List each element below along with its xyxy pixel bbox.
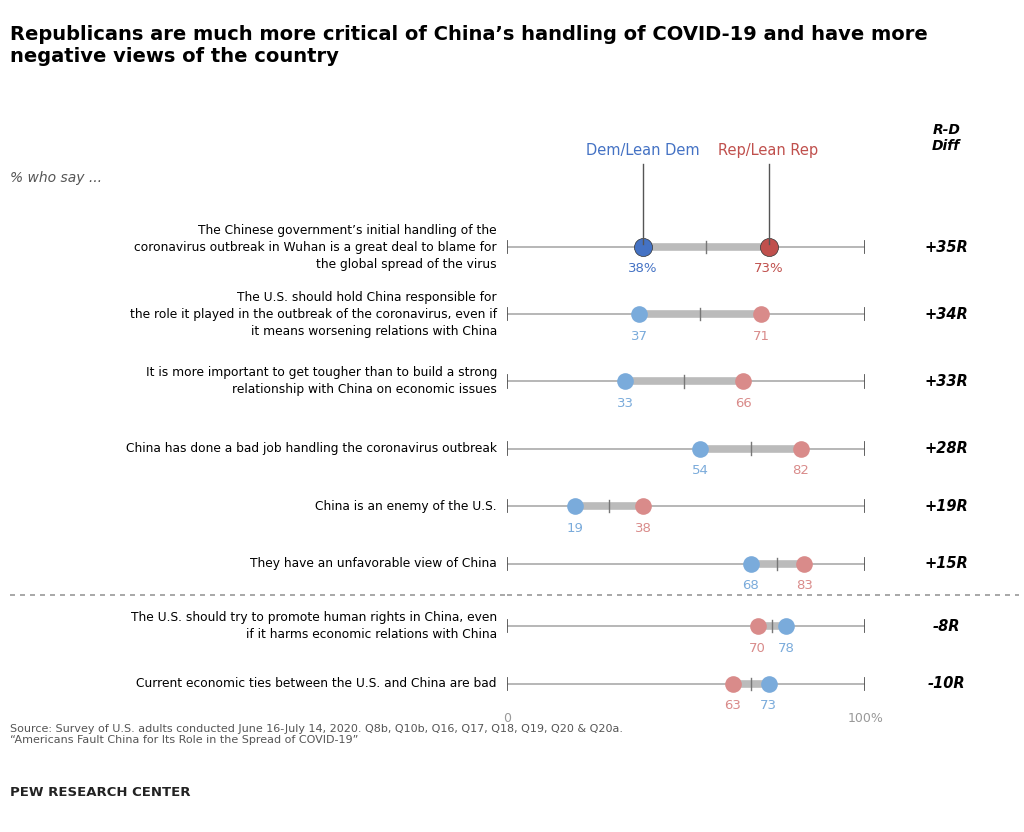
Text: It is more important to get tougher than to build a strong
relationship with Chi: It is more important to get tougher than…: [145, 366, 497, 396]
Text: They have an unfavorable view of China: They have an unfavorable view of China: [250, 557, 497, 571]
Text: Rep/Lean Rep: Rep/Lean Rep: [719, 143, 818, 158]
Text: 68: 68: [742, 579, 759, 592]
Text: Republicans are much more critical of China’s handling of COVID-19 and have more: Republicans are much more critical of Ch…: [10, 25, 928, 66]
Text: -8R: -8R: [933, 619, 959, 634]
Text: PEW RESEARCH CENTER: PEW RESEARCH CENTER: [10, 786, 190, 800]
Text: 70: 70: [750, 641, 766, 655]
Text: +35R: +35R: [925, 240, 968, 255]
Text: Dem/Lean Dem: Dem/Lean Dem: [587, 143, 699, 158]
Text: 66: 66: [735, 397, 752, 410]
Text: 37: 37: [631, 329, 648, 343]
Text: 83: 83: [796, 579, 813, 592]
Text: The Chinese government’s initial handling of the
coronavirus outbreak in Wuhan i: The Chinese government’s initial handlin…: [134, 224, 497, 270]
Text: 71: 71: [753, 329, 770, 343]
Text: +34R: +34R: [925, 307, 968, 322]
Text: 82: 82: [793, 464, 809, 477]
Text: The U.S. should hold China responsible for
the role it played in the outbreak of: The U.S. should hold China responsible f…: [130, 290, 497, 338]
Text: 38%: 38%: [629, 262, 657, 275]
Text: China has done a bad job handling the coronavirus outbreak: China has done a bad job handling the co…: [126, 442, 497, 455]
Text: 33: 33: [616, 397, 634, 410]
Text: 73%: 73%: [754, 262, 783, 275]
Text: China is an enemy of the U.S.: China is an enemy of the U.S.: [315, 500, 497, 513]
Text: +28R: +28R: [925, 441, 968, 456]
Text: 38: 38: [635, 522, 651, 535]
Text: R-D
Diff: R-D Diff: [932, 123, 961, 153]
Text: Source: Survey of U.S. adults conducted June 16-July 14, 2020. Q8b, Q10b, Q16, Q: Source: Survey of U.S. adults conducted …: [10, 724, 624, 745]
Text: 63: 63: [724, 699, 741, 712]
Text: +15R: +15R: [925, 557, 968, 572]
Text: 19: 19: [566, 522, 584, 535]
Text: 54: 54: [692, 464, 709, 477]
Text: -10R: -10R: [928, 676, 965, 691]
Text: The U.S. should try to promote human rights in China, even
if it harms economic : The U.S. should try to promote human rig…: [131, 612, 497, 641]
Text: Current economic ties between the U.S. and China are bad: Current economic ties between the U.S. a…: [136, 677, 497, 691]
Text: +19R: +19R: [925, 498, 968, 513]
Text: % who say ...: % who say ...: [10, 171, 102, 185]
Text: 78: 78: [778, 641, 795, 655]
Text: +33R: +33R: [925, 374, 968, 389]
Text: 73: 73: [760, 699, 777, 712]
